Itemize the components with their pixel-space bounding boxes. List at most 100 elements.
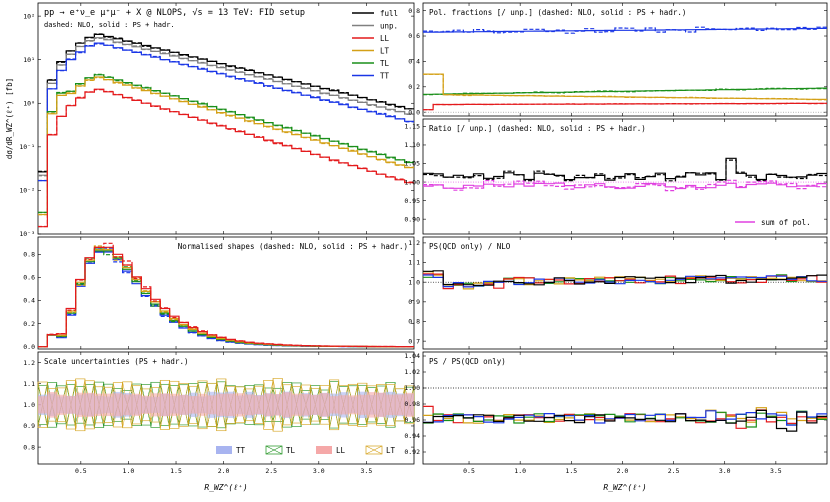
legend-label-unp: unp.: [380, 22, 398, 31]
band-LL: [404, 392, 414, 417]
chart-title: PS / PS(QCD only): [429, 357, 506, 366]
band-LL: [47, 391, 57, 418]
norm-series-LT: [38, 249, 414, 348]
legend-label-full: full: [380, 9, 398, 18]
legend-label-LT: LT: [386, 446, 396, 455]
legend-label-sum: sum of pol.: [761, 218, 811, 227]
ytick-label: 0.4: [408, 58, 420, 66]
band-LL: [301, 394, 311, 416]
frac-series-LT: [423, 73, 827, 100]
ytick-label: 0.8: [408, 7, 420, 15]
band-LL: [122, 394, 132, 416]
xtick-label: 2.0: [218, 467, 230, 475]
ytick-label: 10²: [23, 12, 35, 20]
legend-hatch-TL: [265, 445, 283, 455]
ytick-label: 0.2: [23, 320, 35, 328]
band-LL: [273, 394, 283, 416]
series-nlo-LL: [38, 89, 414, 228]
text-layer: 10⁻³ 10⁻² 10⁻¹ 10⁰ 10¹ 10² pp → e⁺ν_e μ⁺μ⁻ + X…: [5, 7, 811, 492]
band-LL: [226, 393, 236, 417]
band-LL: [320, 393, 330, 417]
band-LL: [197, 393, 208, 416]
ratio-sum-of-pol-nlo: [423, 179, 827, 192]
ytick-label: 10⁰: [23, 99, 35, 107]
band-LL: [376, 392, 386, 417]
frac-series-nlo-LL: [423, 102, 827, 111]
xtick-label: 3.0: [719, 467, 731, 475]
ytick-label: 0.95: [404, 197, 420, 205]
band-LL: [38, 396, 48, 414]
ps-series-full: [423, 409, 827, 432]
ytick-label: 1.0: [408, 278, 420, 286]
band-LL: [207, 395, 217, 415]
ytick-label: 0.90: [404, 215, 420, 223]
ytick-label: 1.0: [23, 401, 35, 409]
legend-swatch-LT: [365, 445, 383, 455]
band-LL: [235, 393, 245, 417]
ytick-label: 0.7: [408, 337, 420, 345]
ytick-label: 0.9: [408, 298, 420, 306]
legend-label-TT: TT: [380, 72, 390, 81]
xtick-label: 1.0: [514, 467, 526, 475]
band-LL: [169, 393, 179, 416]
series-nlo-LT: [38, 77, 414, 216]
panels-layer: [37, 2, 828, 465]
x-axis-label: R_WZ^(ℓ⁺): [204, 483, 247, 492]
chart-title: Ratio [/ unp.] (dashed: NLO, solid : PS …: [429, 124, 646, 133]
band-LL: [56, 394, 67, 415]
legend-label-LL: LL: [336, 446, 346, 455]
ratio-full-nlo: [423, 159, 827, 182]
ytick-label: 10⁻³: [19, 230, 35, 238]
chart-subtitle: dashed: NLO, solid : PS + hadr.: [44, 21, 175, 29]
series-nlo-TT: [38, 43, 414, 182]
ytick-label: 1.1: [408, 259, 420, 267]
xtick-label: 0.5: [75, 467, 87, 475]
xtick-label: 3.5: [361, 467, 373, 475]
legend-swatch-TL: [265, 445, 283, 455]
ytick-label: 1.10: [404, 141, 420, 149]
band-LL: [338, 395, 349, 415]
ytick-label: 0.9: [23, 422, 35, 430]
series-nlo-full: [38, 33, 414, 172]
band-LL: [385, 394, 396, 416]
ytick-label: 0.8: [23, 443, 35, 451]
xtick-label: 0.5: [463, 467, 475, 475]
band-LL: [357, 394, 367, 415]
psqcd-series-full: [423, 270, 827, 286]
frac-series-nlo-TT: [423, 26, 827, 34]
series-nlo-unp.: [38, 37, 414, 177]
band-LL: [141, 395, 151, 414]
data-layer: [37, 12, 827, 455]
ytick-label: 0.0: [23, 343, 35, 351]
ytick-label: 0.0: [408, 108, 420, 116]
panel-frame-pol_fractions: [422, 2, 828, 117]
band-LL: [254, 395, 264, 415]
ytick-label: 10⁻¹: [19, 143, 35, 151]
band-LL: [66, 395, 76, 414]
ytick-label: 0.92: [404, 448, 420, 456]
legend-label-TT: TT: [236, 446, 246, 455]
xtick-label: 2.5: [668, 467, 680, 475]
chart-title: PS(QCD only) / NLO: [429, 242, 511, 251]
xtick-label: 2.0: [617, 467, 629, 475]
legend-label-TL: TL: [286, 446, 296, 455]
xtick-label: 1.5: [170, 467, 182, 475]
band-LL: [188, 396, 198, 414]
series-nlo-TL: [38, 73, 414, 214]
ytick-label: 0.8: [23, 251, 35, 259]
xtick-label: 1.5: [565, 467, 577, 475]
chart-title: Pol. fractions [/ unp.] (dashed: NLO, so…: [429, 8, 686, 17]
ytick-label: 1.15: [404, 123, 420, 131]
chart-title: Normalised shapes (dashed: NLO, solid : …: [178, 242, 408, 251]
band-LL: [132, 393, 142, 416]
legend-swatch-LL: [316, 446, 332, 454]
ytick-label: 0.94: [404, 432, 420, 440]
ytick-label: 0.2: [408, 83, 420, 91]
legend-label-TL: TL: [380, 59, 390, 68]
xtick-label: 2.5: [265, 467, 277, 475]
ytick-label: 1.2: [23, 359, 35, 367]
y-axis-label: dσ/dR_WZ^(ℓ⁺) [fb]: [5, 78, 14, 159]
panel-frame-ps_qcd_over_nlo: [422, 236, 828, 350]
xtick-label: 3.5: [770, 467, 782, 475]
